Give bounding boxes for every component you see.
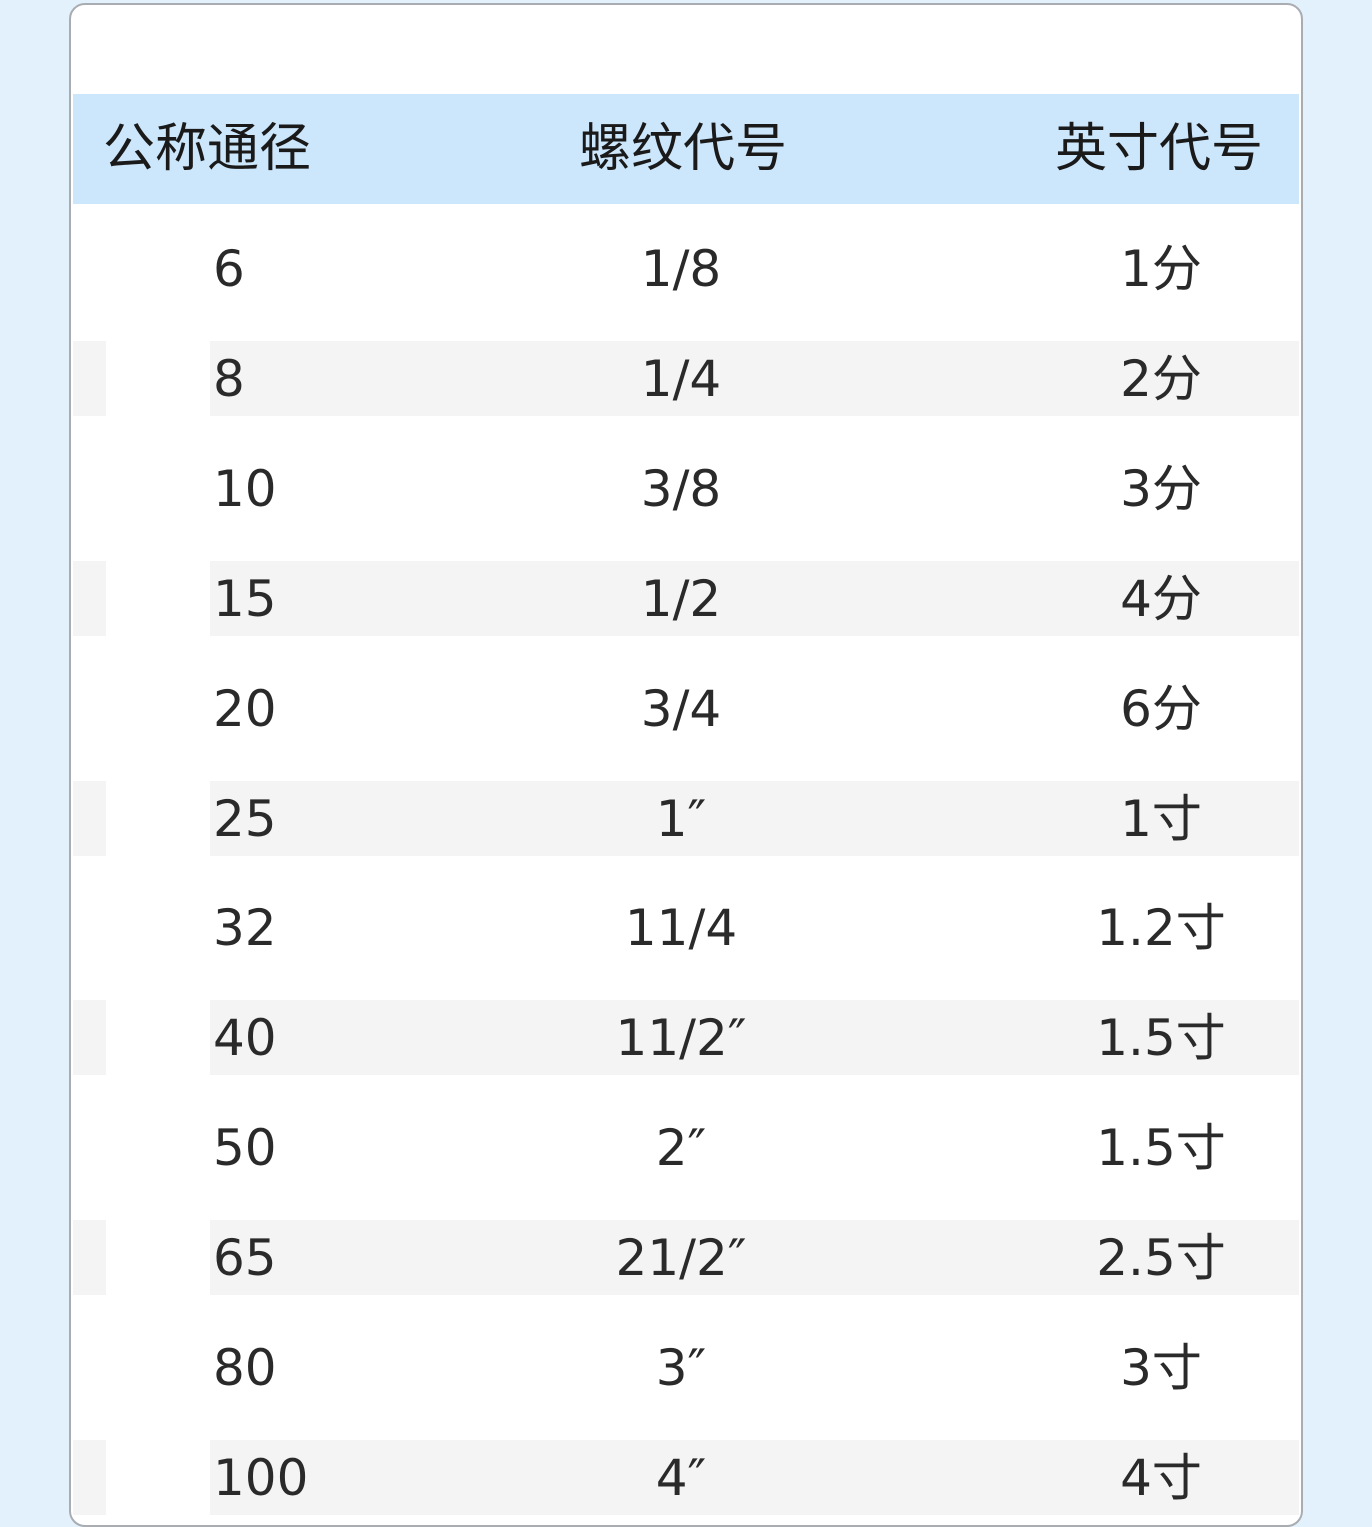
table-row: 6 1/8 1分 [71, 204, 1301, 314]
nominal-diameter-cell: 50 [213, 1119, 277, 1178]
row-stripe [210, 1220, 1299, 1296]
nominal-diameter-cell: 15 [213, 569, 277, 628]
table-row: 65 21/2″ 2.5寸 [71, 1193, 1301, 1303]
nominal-diameter-cell: 10 [213, 459, 277, 518]
thread-code-cell: 21/2″ [615, 1229, 747, 1288]
nominal-diameter-cell: 20 [213, 679, 277, 738]
thread-code-cell: 1″ [655, 789, 707, 848]
row-stripe [210, 1000, 1299, 1076]
nominal-diameter-cell: 25 [213, 789, 277, 848]
thread-code-cell: 3/4 [640, 679, 722, 738]
table-row: 50 2″ 1.5寸 [71, 1083, 1301, 1193]
table-row: 40 11/2″ 1.5寸 [71, 973, 1301, 1083]
table-row: 20 3/4 6分 [71, 644, 1301, 754]
table-row: 25 1″ 1寸 [71, 754, 1301, 864]
inch-code-cell: 1寸 [1120, 789, 1202, 848]
row-stripe [210, 340, 1299, 416]
table-row: 8 1/4 2分 [71, 314, 1301, 424]
inch-code-cell: 2分 [1120, 349, 1202, 408]
nominal-diameter-cell: 40 [213, 1009, 277, 1068]
inch-code-cell: 3分 [1120, 459, 1202, 518]
thread-code-cell: 3/8 [640, 459, 722, 518]
row-stripe [73, 1439, 106, 1515]
inch-code-cell: 4分 [1120, 569, 1202, 628]
inch-code-cell: 1分 [1120, 240, 1202, 298]
row-stripe [73, 340, 106, 416]
thread-code-cell: 4″ [655, 1448, 707, 1507]
inch-code-cell: 6分 [1120, 679, 1202, 738]
row-stripe [73, 1000, 106, 1076]
column-header-nominal-diameter: 公称通径 [103, 119, 312, 179]
column-header-inch-code: 英寸代号 [1055, 119, 1264, 179]
thread-code-cell: 1/2 [640, 569, 722, 628]
nominal-diameter-cell: 65 [213, 1229, 277, 1288]
table-row: 10 3/8 3分 [71, 424, 1301, 534]
row-stripe [210, 780, 1299, 856]
inch-code-cell: 1.2寸 [1096, 899, 1226, 958]
table-row: 80 3″ 3寸 [71, 1303, 1301, 1413]
inch-code-cell: 2.5寸 [1096, 1229, 1226, 1288]
row-stripe [210, 560, 1299, 636]
row-stripe [73, 560, 106, 636]
nominal-diameter-cell: 8 [213, 349, 245, 408]
table-row: 32 11/4 1.2寸 [71, 863, 1301, 973]
table-header: 公称通径 螺纹代号 英寸代号 [73, 94, 1299, 204]
pipe-size-table: 公称通径 螺纹代号 英寸代号 6 1/8 1分 8 1/4 2分 10 3/8 3分 15 1/2 4… [69, 3, 1303, 1527]
table-row: 100 4″ 4寸 [71, 1413, 1301, 1523]
column-header-thread-code: 螺纹代号 [579, 119, 788, 179]
thread-code-cell: 2″ [655, 1119, 707, 1178]
nominal-diameter-cell: 100 [213, 1448, 309, 1507]
row-stripe [73, 780, 106, 856]
inch-code-cell: 1.5寸 [1096, 1009, 1226, 1068]
thread-code-cell: 1/4 [640, 349, 722, 408]
inch-code-cell: 3寸 [1120, 1339, 1202, 1397]
nominal-diameter-cell: 80 [213, 1339, 277, 1397]
table-row: 15 1/2 4分 [71, 534, 1301, 644]
thread-code-cell: 11/4 [624, 899, 738, 958]
thread-code-cell: 11/2″ [615, 1009, 747, 1068]
thread-code-cell: 1/8 [640, 240, 722, 298]
inch-code-cell: 1.5寸 [1096, 1119, 1226, 1178]
row-stripe [73, 1220, 106, 1296]
nominal-diameter-cell: 32 [213, 899, 277, 958]
thread-code-cell: 3″ [655, 1339, 707, 1397]
nominal-diameter-cell: 6 [213, 240, 245, 298]
inch-code-cell: 4寸 [1120, 1448, 1202, 1507]
